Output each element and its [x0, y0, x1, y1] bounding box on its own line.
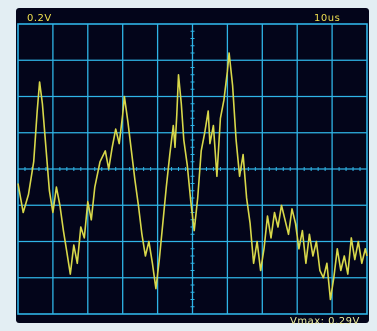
time-per-div-readout: 10us — [314, 13, 341, 24]
scope-screen — [16, 8, 369, 323]
volts-per-div-readout: 0.2V — [27, 13, 52, 24]
vmax-readout: Vmax: 0.29V — [290, 316, 360, 327]
signal-trace — [17, 52, 368, 301]
scope-plot — [17, 23, 368, 315]
